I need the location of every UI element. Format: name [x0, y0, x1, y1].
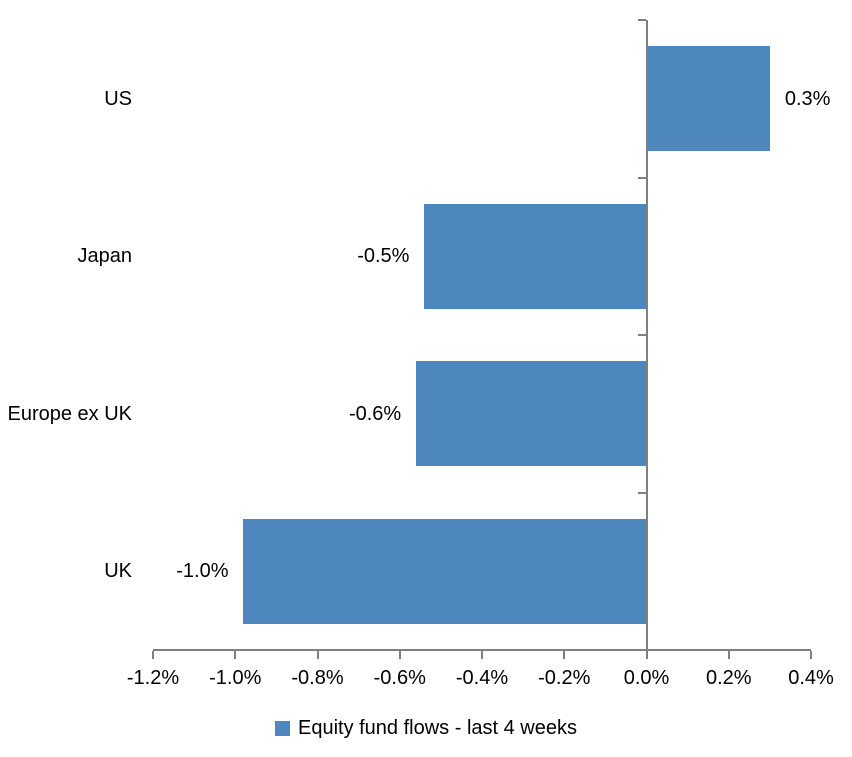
x-axis-tick: [481, 651, 483, 659]
x-tick-label: -0.4%: [455, 667, 509, 689]
x-axis-line: [153, 649, 811, 651]
x-tick-label: -0.6%: [373, 667, 426, 689]
x-tick-label: -0.8%: [291, 667, 344, 689]
bar-uk: [243, 518, 647, 624]
legend-swatch-icon: [274, 720, 290, 736]
x-tick-label: 0.0%: [623, 667, 670, 689]
data-label-us: 0.3%: [784, 87, 831, 110]
x-axis-tick: [727, 651, 730, 659]
x-axis-tick: [810, 651, 812, 659]
y-axis-tick: [637, 19, 646, 21]
x-axis-tick: [563, 651, 566, 659]
bar-us: [646, 46, 770, 152]
x-axis-tick: [316, 651, 319, 659]
y-axis-tick: [637, 176, 646, 179]
x-axis-tick: [234, 651, 237, 659]
category-label-us: US: [104, 87, 132, 110]
x-tick-label: 0.4%: [788, 667, 834, 689]
legend-label: Equity fund flows - last 4 weeks: [297, 717, 577, 739]
x-tick-label: -1.0%: [209, 667, 262, 689]
x-tick-label: -0.2%: [538, 667, 591, 689]
x-axis-tick: [645, 651, 648, 659]
x-tick-label: 0.2%: [705, 667, 752, 689]
bar-japan: [424, 203, 647, 309]
data-label-uk: -1.0%: [176, 560, 229, 583]
category-label-japan: Japan: [77, 245, 133, 268]
x-tick-label: -1.2%: [126, 667, 180, 689]
x-axis-tick: [152, 651, 154, 659]
data-label-japan: -0.5%: [357, 245, 410, 268]
category-label-europe-ex-uk: Europe ex UK: [7, 402, 132, 425]
legend: Equity fund flows - last 4 weeks: [0, 713, 852, 743]
y-axis-line: [645, 20, 648, 650]
y-axis-tick: [637, 334, 646, 336]
category-label-uk: UK: [104, 560, 132, 583]
bar-europe-ex-uk: [416, 361, 647, 467]
x-axis-tick: [398, 651, 401, 659]
data-label-europe-ex-uk: -0.6%: [348, 402, 402, 425]
y-axis-tick: [637, 491, 646, 494]
